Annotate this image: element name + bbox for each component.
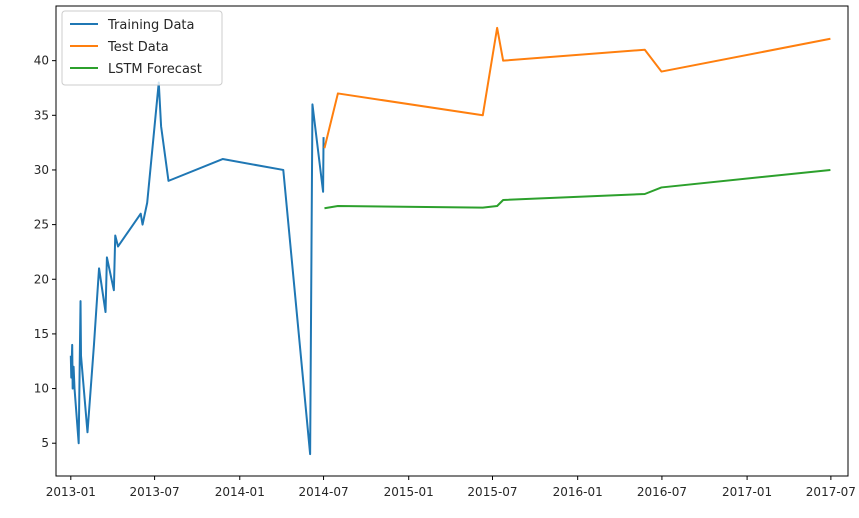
legend-label: LSTM Forecast bbox=[108, 62, 202, 77]
x-tick-label: 2013-07 bbox=[130, 485, 180, 499]
y-axis: 5 10 15 20 25 30 35 40 bbox=[34, 54, 56, 450]
x-tick-label: 2016-07 bbox=[637, 485, 687, 499]
y-tick-label: 30 bbox=[34, 163, 49, 177]
legend: Training Data Test Data LSTM Forecast bbox=[61, 10, 223, 86]
x-tick-label: 2015-01 bbox=[384, 485, 434, 499]
x-axis: 2013-01 2013-07 2014-01 2014-07 2015-01 2015-… bbox=[46, 476, 856, 499]
y-tick-label: 15 bbox=[34, 327, 49, 341]
y-tick-label: 10 bbox=[34, 382, 49, 396]
series-line-test-data bbox=[323, 26, 831, 149]
series-test-data bbox=[323, 26, 831, 149]
plot-frame bbox=[55, 5, 849, 477]
series-lstm-forecast bbox=[324, 168, 831, 210]
y-tick-label: 25 bbox=[34, 218, 49, 232]
x-tick-label: 2014-01 bbox=[215, 485, 265, 499]
y-tick-label: 35 bbox=[34, 108, 49, 122]
x-tick-label: 2017-07 bbox=[806, 485, 856, 499]
legend-label: Training Data bbox=[107, 18, 194, 33]
x-tick-label: 2016-01 bbox=[553, 485, 603, 499]
series-training-data bbox=[69, 81, 325, 456]
plot-area bbox=[69, 26, 831, 456]
x-tick-label: 2013-01 bbox=[46, 485, 96, 499]
y-tick-label: 40 bbox=[34, 54, 49, 68]
x-tick-label: 2015-07 bbox=[467, 485, 517, 499]
x-tick-label: 2014-07 bbox=[298, 485, 348, 499]
legend-label: Test Data bbox=[107, 40, 169, 55]
x-tick-label: 2017-01 bbox=[722, 485, 772, 499]
series-line-lstm-forecast bbox=[324, 168, 831, 210]
legend-box bbox=[61, 10, 223, 86]
y-tick-label: 5 bbox=[41, 436, 49, 450]
y-tick-label: 20 bbox=[34, 272, 49, 286]
series-line-training-data bbox=[69, 81, 325, 456]
